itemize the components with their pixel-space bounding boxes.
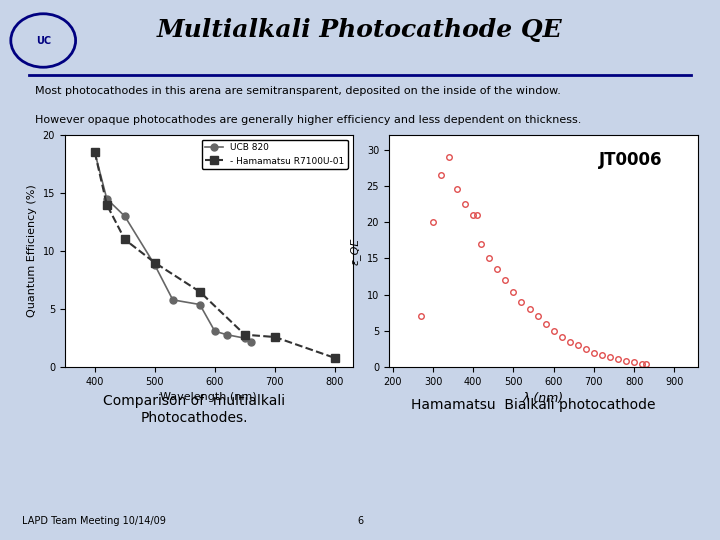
- Hamamatsu R7100U-01 [240, 332, 249, 338]
UCB 820 [120, 213, 129, 219]
Y-axis label: Quantum Efficiency (%): Quantum Efficiency (%) [27, 185, 37, 318]
UCB 820 [222, 332, 231, 338]
- Hamamatsu R7100U-01 [330, 355, 339, 361]
UCB 820 [168, 296, 177, 303]
- Hamamatsu R7100U-01 [271, 334, 279, 340]
Legend: UCB 820, - Hamamatsu R7100U-01: UCB 820, - Hamamatsu R7100U-01 [202, 139, 348, 169]
UCB 820 [91, 149, 99, 156]
Text: However opaque photocathodes are generally higher efficiency and less dependent : However opaque photocathodes are general… [35, 115, 582, 125]
Text: Hamamatsu  Bialkali photocathode: Hamamatsu Bialkali photocathode [410, 398, 655, 412]
X-axis label: λ (nm): λ (nm) [523, 393, 564, 406]
- Hamamatsu R7100U-01 [91, 149, 99, 156]
- Hamamatsu R7100U-01 [102, 201, 111, 208]
UCB 820 [102, 195, 111, 202]
Line: - Hamamatsu R7100U-01: - Hamamatsu R7100U-01 [91, 148, 339, 362]
UCB 820 [196, 301, 204, 308]
Text: Comparison of  multialkali
Photocathodes.: Comparison of multialkali Photocathodes. [104, 395, 285, 424]
UCB 820 [150, 262, 159, 268]
- Hamamatsu R7100U-01 [120, 237, 129, 243]
Text: Multialkali Photocathode QE: Multialkali Photocathode QE [157, 18, 563, 43]
Line: UCB 820: UCB 820 [91, 149, 254, 345]
Y-axis label: ε_QE: ε_QE [350, 238, 361, 265]
Text: LAPD Team Meeting 10/14/09: LAPD Team Meeting 10/14/09 [22, 516, 166, 526]
UCB 820 [210, 328, 219, 334]
Text: 6: 6 [357, 516, 363, 526]
Text: Most photocathodes in this arena are semitransparent, deposited on the inside of: Most photocathodes in this arena are sem… [35, 86, 561, 96]
- Hamamatsu R7100U-01 [196, 288, 204, 295]
UCB 820 [240, 335, 249, 341]
Text: UC: UC [35, 36, 51, 45]
UCB 820 [246, 339, 255, 345]
- Hamamatsu R7100U-01 [150, 259, 159, 266]
X-axis label: Wavelength (nm): Wavelength (nm) [161, 393, 257, 402]
Text: JT0006: JT0006 [599, 151, 663, 169]
